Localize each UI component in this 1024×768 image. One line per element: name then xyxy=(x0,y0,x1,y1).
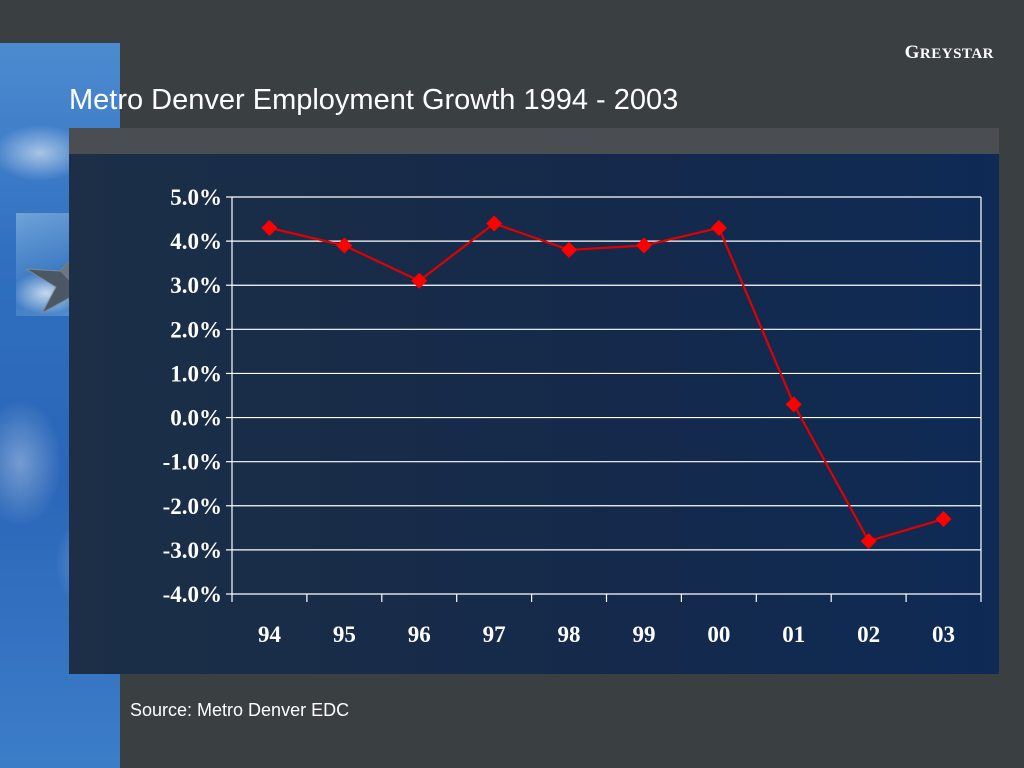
y-tick-labels: 5.0% 4.0% 3.0% 2.0% 1.0% 0.0% -1.0% -2.0% -3.0% -… xyxy=(163,185,222,607)
x-tick-label: 98 xyxy=(558,622,581,647)
y-tick-label: -2.0% xyxy=(163,494,222,519)
x-tick-label: 94 xyxy=(258,622,282,647)
data-point-marker xyxy=(411,272,428,289)
y-tick-label: 5.0% xyxy=(170,185,222,210)
data-point-marker xyxy=(561,241,578,258)
x-tick-label: 97 xyxy=(483,622,506,647)
y-tick-label: -1.0% xyxy=(163,450,222,475)
brand-rest: REYSTAR xyxy=(919,46,994,62)
x-tick-labels: 94 95 96 97 98 99 00 01 02 03 xyxy=(258,622,955,647)
y-tick-label: 3.0% xyxy=(170,273,222,298)
data-point-marker xyxy=(336,237,353,254)
data-point-marker xyxy=(935,511,952,528)
brand-initial: G xyxy=(904,42,920,63)
slide-title: Metro Denver Employment Growth 1994 - 20… xyxy=(69,84,679,116)
x-tick-label: 00 xyxy=(707,622,730,647)
series-polyline xyxy=(269,222,944,543)
data-point-marker xyxy=(486,215,503,232)
series-line xyxy=(261,215,952,550)
y-tick-label: 0.0% xyxy=(170,406,222,431)
x-tick-label: 01 xyxy=(782,622,805,647)
x-tick-label: 02 xyxy=(857,622,880,647)
x-tick-label: 99 xyxy=(632,622,655,647)
data-point-marker xyxy=(710,219,727,236)
y-tick-label: -3.0% xyxy=(163,538,222,563)
x-tick-label: 95 xyxy=(333,622,356,647)
data-point-marker xyxy=(785,396,802,413)
data-point-marker xyxy=(635,237,652,254)
greystar-logo: GREYSTAR xyxy=(905,42,994,64)
line-chart: 5.0% 4.0% 3.0% 2.0% 1.0% 0.0% -1.0% -2.0% -3.0% -… xyxy=(163,185,982,647)
source-note: Source: Metro Denver EDC xyxy=(130,700,350,720)
gridlines xyxy=(232,196,981,551)
title-divider-bar xyxy=(69,128,999,154)
y-tick-label: -4.0% xyxy=(163,582,222,607)
chart-panel: 5.0% 4.0% 3.0% 2.0% 1.0% 0.0% -1.0% -2.0% -3.0% -… xyxy=(69,154,999,674)
x-tick-label: 03 xyxy=(932,622,955,647)
y-tick-label: 2.0% xyxy=(170,317,222,342)
y-tick-label: 1.0% xyxy=(170,361,222,386)
y-tick-label: 4.0% xyxy=(170,229,222,254)
x-tick-label: 96 xyxy=(408,622,431,647)
data-point-marker xyxy=(860,533,877,550)
axes xyxy=(226,196,982,602)
data-point-marker xyxy=(261,219,278,236)
